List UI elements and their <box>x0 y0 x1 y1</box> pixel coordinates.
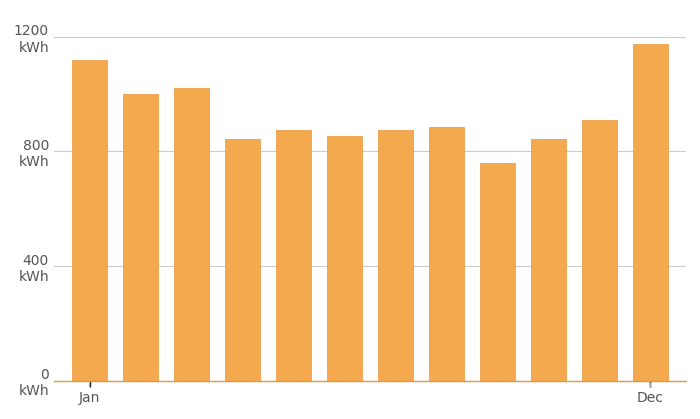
Bar <box>582 120 617 381</box>
Bar <box>633 44 668 381</box>
Bar <box>480 163 515 381</box>
Bar <box>327 136 363 381</box>
Bar <box>122 94 158 381</box>
Bar <box>225 139 260 381</box>
Bar <box>531 139 566 381</box>
Bar <box>377 130 413 381</box>
Bar <box>71 60 107 381</box>
Bar <box>276 130 312 381</box>
Bar <box>174 88 209 381</box>
Bar <box>428 127 464 381</box>
